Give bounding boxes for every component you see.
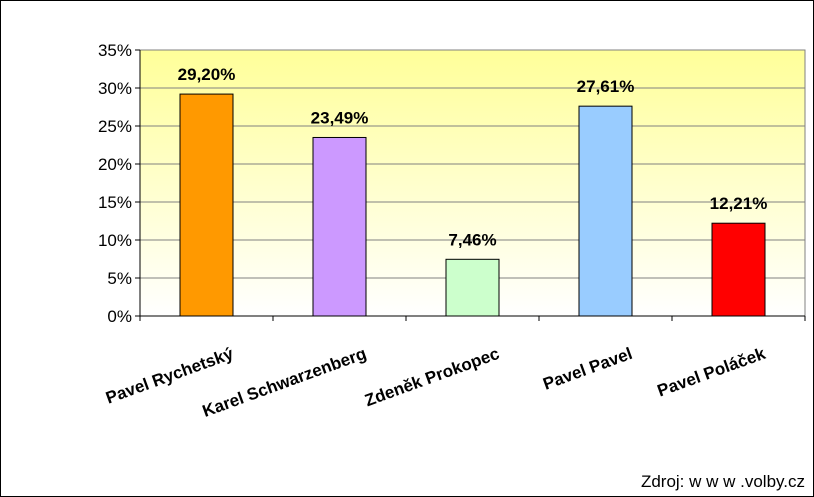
y-tick-label: 5%: [107, 269, 132, 288]
data-label: 23,49%: [311, 108, 369, 127]
source-note: Zdroj: w w w .volby.cz: [641, 472, 805, 491]
data-label: 27,61%: [577, 77, 635, 96]
y-tick-label: 15%: [98, 193, 132, 212]
bar: [711, 222, 766, 317]
y-tick-label: 35%: [98, 41, 132, 60]
y-tick-label: 10%: [98, 231, 132, 250]
bar: [578, 105, 633, 317]
data-label: 12,21%: [710, 194, 768, 213]
bar: [179, 93, 234, 317]
y-tick-label: 0%: [107, 307, 132, 326]
bar: [445, 258, 500, 317]
gridlines: [140, 49, 805, 279]
category-label: Zdeněk Prokopec: [362, 344, 502, 410]
data-label: 29,20%: [178, 65, 236, 84]
category-label: Pavel Pavel: [540, 344, 634, 394]
category-label: Pavel Poláček: [655, 344, 769, 401]
y-tick-label: 20%: [98, 155, 132, 174]
axes: 0% 5% 10% 15% 20% 25% 30% 35%: [98, 41, 806, 326]
bar: [312, 136, 367, 317]
y-tick-label: 25%: [98, 117, 132, 136]
data-label: 7,46%: [448, 230, 496, 249]
y-tick-label: 30%: [98, 79, 132, 98]
bars: [179, 93, 766, 317]
